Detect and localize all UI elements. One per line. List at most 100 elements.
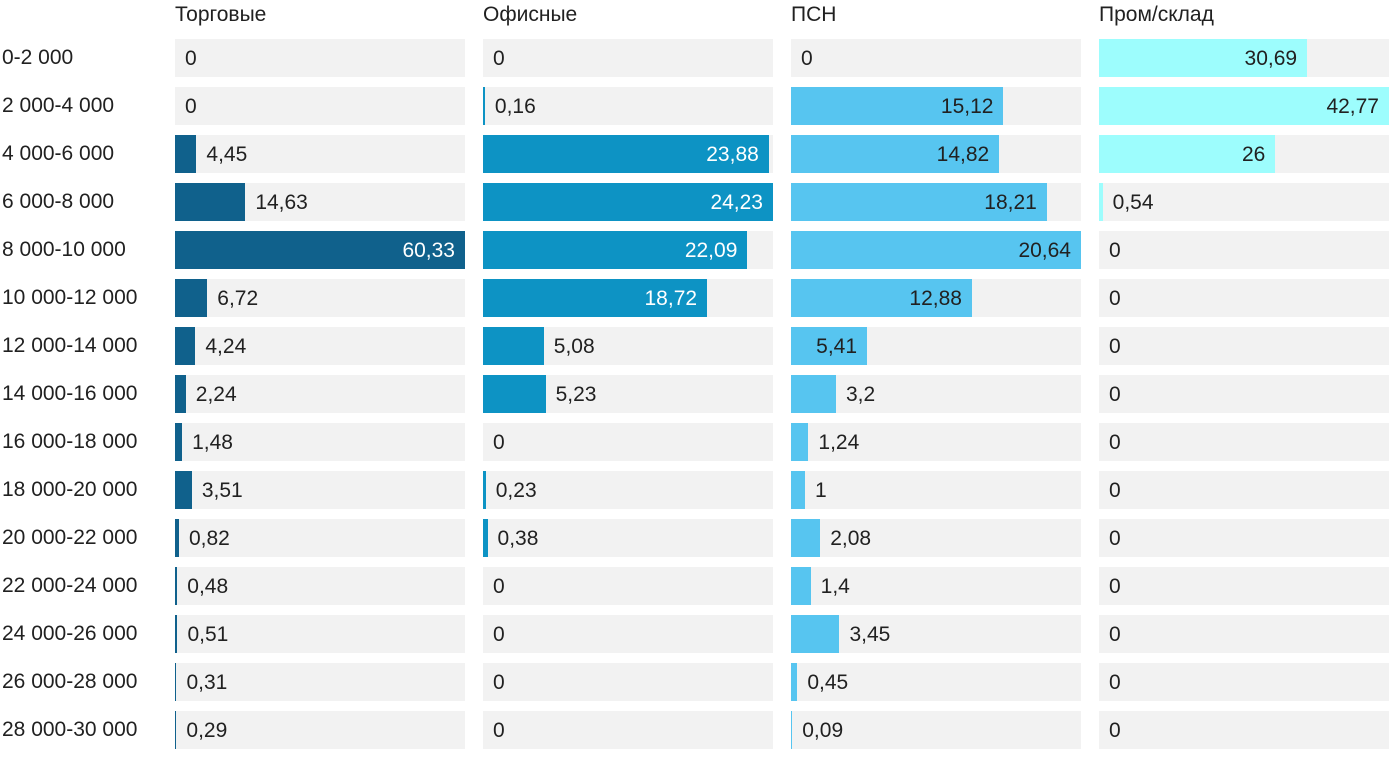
- chart-row: 18 000-20 000 3,51 0,23 1 0: [0, 471, 1389, 509]
- bar-track: 14,82: [791, 135, 1081, 173]
- bar-fill: [791, 711, 793, 749]
- chart-row: 20 000-22 000 0,82 0,38 2,08 0: [0, 519, 1389, 557]
- bar-value-label: 3,2: [845, 383, 876, 406]
- bar-value-label: 14,63: [255, 191, 308, 214]
- bar-fill: [483, 87, 485, 125]
- bar-value-label: 1: [815, 479, 827, 502]
- bar-fill: [791, 231, 1081, 269]
- bar-track: 6,72: [175, 279, 465, 317]
- bar-fill: [483, 471, 486, 509]
- bar-track: 0: [1099, 279, 1389, 317]
- bar-track: 2,24: [175, 375, 465, 413]
- bar-value-label: 0,54: [1112, 191, 1154, 214]
- bar-track: 1: [791, 471, 1081, 509]
- bar-fill: [1099, 39, 1308, 77]
- bar-track: 12,88: [791, 279, 1081, 317]
- bar-fill: [791, 567, 811, 605]
- chart-row: 14 000-16 000 2,24 5,23 3,2 0: [0, 375, 1389, 413]
- bar-track: 15,12: [791, 87, 1081, 125]
- chart-row: 22 000-24 000 0,48 0 1,4 0: [0, 567, 1389, 605]
- bar-fill: [791, 87, 1004, 125]
- bar-value-label: 0: [1109, 239, 1121, 262]
- bar-track: 0,48: [175, 567, 465, 605]
- bar-fill: [1099, 135, 1276, 173]
- bar-value-label: 24,23: [710, 191, 763, 214]
- bar-value-label: 0,16: [494, 95, 536, 118]
- bar-value-label: 23,88: [706, 143, 759, 166]
- bar-track: 0: [175, 87, 465, 125]
- bar-fill: [791, 135, 1000, 173]
- bar-value-label: 4,24: [205, 335, 247, 358]
- bar-fill: [175, 375, 186, 413]
- bar-value-label: 15,12: [940, 95, 994, 118]
- row-label: 12 000-14 000: [2, 334, 138, 357]
- bar-track: 0,45: [791, 663, 1081, 701]
- bar-fill: [175, 279, 208, 317]
- bar-value-label: 0: [493, 575, 505, 598]
- bar-value-label: 0,29: [186, 719, 228, 742]
- bar-fill: [175, 183, 246, 221]
- bar-track: 60,33: [175, 231, 465, 269]
- bar-track: 0: [483, 711, 773, 749]
- column-header-psn: ПСН: [791, 3, 837, 26]
- column-header-prom-sklad: Пром/склад: [1099, 3, 1214, 26]
- bar-fill: [483, 519, 488, 557]
- bar-track: 0: [1099, 519, 1389, 557]
- row-label: 4 000-6 000: [2, 142, 115, 165]
- bar-fill: [175, 663, 177, 701]
- bar-track: 1,4: [791, 567, 1081, 605]
- bar-fill: [483, 135, 769, 173]
- bar-track: 0: [1099, 567, 1389, 605]
- bar-value-label: 3,45: [849, 623, 891, 646]
- bar-value-label: 5,41: [816, 335, 858, 358]
- bar-value-label: 0: [1109, 527, 1121, 550]
- column-header-ofisnye: Офисные: [483, 3, 578, 26]
- bar-fill: [483, 279, 708, 317]
- bar-track: 20,64: [791, 231, 1081, 269]
- bar-value-label: 0: [1109, 623, 1121, 646]
- bar-track: 0: [791, 39, 1081, 77]
- bar-track: 30,69: [1099, 39, 1389, 77]
- bar-fill: [791, 519, 821, 557]
- bar-track: 4,45: [175, 135, 465, 173]
- bar-track: 0: [1099, 711, 1389, 749]
- bar-value-label: 0,48: [187, 575, 229, 598]
- bar-track: 0,16: [483, 87, 773, 125]
- bar-track: 0: [483, 663, 773, 701]
- bar-track: 0: [1099, 663, 1389, 701]
- chart-row: 28 000-30 000 0,29 0 0,09 0: [0, 711, 1389, 749]
- bar-track: 0,54: [1099, 183, 1389, 221]
- bar-fill: [175, 615, 178, 653]
- bar-fill: [175, 327, 196, 365]
- bar-value-label: 0: [1109, 383, 1121, 406]
- bar-fill: [175, 711, 177, 749]
- row-label: 2 000-4 000: [2, 94, 115, 117]
- bar-track: 5,41: [791, 327, 1081, 365]
- bar-value-label: 0: [493, 671, 505, 694]
- bar-track: 0,23: [483, 471, 773, 509]
- bar-fill: [791, 183, 1047, 221]
- bar-track: 0,09: [791, 711, 1081, 749]
- bar-value-label: 0: [801, 47, 813, 70]
- chart-row: 0-2 000 0 0 0 30,69: [0, 39, 1389, 77]
- bar-value-label: 0,23: [495, 479, 537, 502]
- chart-row: 2 000-4 000 0 0,16 15,12 42,77: [0, 87, 1389, 125]
- bar-track: 2,08: [791, 519, 1081, 557]
- chart-row: 8 000-10 000 60,33 22,09 20,64 0: [0, 231, 1389, 269]
- row-label: 6 000-8 000: [2, 190, 115, 213]
- bar-value-label: 0,09: [802, 719, 844, 742]
- bar-track: 0: [483, 39, 773, 77]
- row-label: 18 000-20 000: [2, 478, 138, 501]
- bar-value-label: 5,23: [555, 383, 597, 406]
- bar-value-label: 0,31: [186, 671, 228, 694]
- bar-track: 0: [1099, 471, 1389, 509]
- row-label: 20 000-22 000: [2, 526, 138, 549]
- bar-value-label: 20,64: [1018, 239, 1071, 262]
- bar-value-label: 1,4: [820, 575, 850, 598]
- bar-value-label: 4,45: [206, 143, 248, 166]
- bar-track: 0: [1099, 231, 1389, 269]
- bar-value-label: 0: [1109, 479, 1121, 502]
- bar-track: 14,63: [175, 183, 465, 221]
- bar-track: 23,88: [483, 135, 773, 173]
- bar-value-label: 0: [185, 95, 197, 118]
